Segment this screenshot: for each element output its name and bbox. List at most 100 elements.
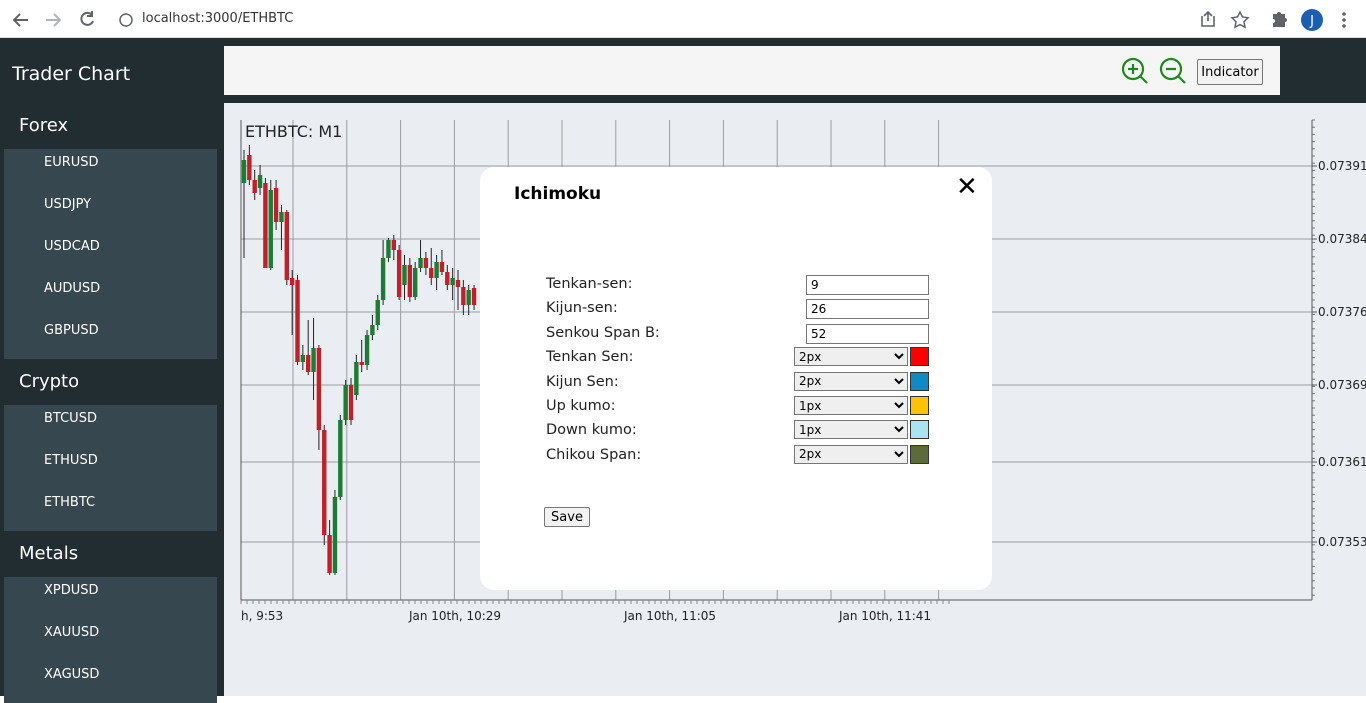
candle-body (445, 272, 450, 285)
reload-button[interactable] (80, 11, 94, 26)
field-label: Kijun Sen: (546, 373, 619, 390)
candle-body (268, 190, 273, 268)
symbol-link[interactable]: AUDUSD (44, 281, 101, 296)
candle-body (263, 183, 268, 268)
candle-body (370, 325, 375, 335)
y-tick-label: 0.07353 (1318, 535, 1366, 549)
candle-body (391, 240, 396, 250)
dialog-title: Ichimoku (514, 184, 602, 204)
avatar[interactable] (1301, 9, 1323, 31)
candle-body (375, 300, 380, 325)
group-panel: XPDUSD XAUUSD XAGUSD (4, 577, 217, 703)
symbol-link[interactable]: BTCUSD (44, 411, 97, 426)
candle-body (423, 258, 429, 268)
candle-body (289, 278, 295, 285)
save-button[interactable]: Save (544, 507, 590, 527)
zoom-in[interactable] (1121, 57, 1148, 84)
group-header: Forex (19, 115, 69, 136)
zoom-controls (1121, 57, 1186, 84)
site-info[interactable] (119, 13, 133, 27)
color-swatch[interactable] (910, 347, 929, 367)
candle-body (252, 180, 257, 193)
candle-body (434, 262, 439, 278)
color-swatch[interactable] (910, 371, 929, 391)
candle-body (439, 262, 445, 272)
symbol-link[interactable]: XAGUSD (44, 667, 100, 682)
candle-body (343, 385, 348, 420)
avatar-letter: J (1309, 14, 1314, 29)
width-select[interactable]: 2px (794, 371, 908, 391)
candle-body (396, 250, 402, 297)
symbol-link[interactable]: XPDUSD (44, 583, 99, 598)
color-swatch[interactable] (910, 396, 929, 415)
candle-body (413, 268, 418, 297)
candle-body (279, 212, 284, 222)
field-label: Tenkan Sen: (546, 349, 634, 366)
forward-button[interactable] (46, 13, 62, 27)
symbol-link[interactable]: EURUSD (44, 155, 99, 170)
symbol-link[interactable]: ETHBTC (44, 495, 96, 510)
address-bar[interactable]: localhost:3000/ETHBTC (142, 11, 294, 26)
candle-body (429, 268, 434, 278)
width-select[interactable]: 2px (794, 444, 908, 464)
group-header: Metals (19, 543, 79, 564)
width-select[interactable]: 2px (794, 347, 908, 367)
candle-body (306, 355, 311, 372)
candle-body (338, 420, 343, 497)
symbol-link[interactable]: USDCAD (44, 239, 100, 254)
candle-body (354, 362, 359, 395)
width-select[interactable]: 1px (794, 396, 908, 415)
candle-body (295, 280, 300, 362)
color-swatch[interactable] (910, 420, 929, 440)
candle-body (407, 265, 413, 297)
symbol-link[interactable]: GBPUSD (44, 323, 99, 338)
candle-body (311, 348, 316, 372)
candle-body (461, 287, 466, 305)
browser-icons: J (12, 9, 1346, 31)
bookmark-icon[interactable] (1230, 10, 1250, 29)
candle-body (322, 430, 327, 535)
field-label: Chikou Span: (546, 446, 642, 463)
symbol-link[interactable]: ETHUSD (44, 453, 98, 468)
period-input[interactable] (806, 299, 929, 320)
chart-title: ETHBTC: M1 (245, 122, 342, 141)
candle-body (247, 155, 252, 180)
period-input[interactable] (806, 323, 929, 344)
candle-body (386, 240, 391, 258)
field-label: Up kumo: (546, 398, 616, 414)
x-tick-label: h, 9:53 (241, 609, 283, 623)
symbol-link[interactable]: USDJPY (44, 197, 92, 212)
extensions-icon[interactable] (1273, 12, 1287, 27)
candle-body (300, 355, 306, 362)
color-swatch[interactable] (910, 444, 929, 464)
share-icon[interactable] (1201, 10, 1215, 27)
indicator-button[interactable]: Indicator (1197, 59, 1263, 85)
candle-body (241, 160, 247, 183)
y-tick-label: 0.07369 (1318, 378, 1366, 392)
close-button[interactable]: ✕ (956, 172, 978, 202)
zoom-out[interactable] (1159, 57, 1186, 84)
candle-body (418, 258, 423, 268)
field-label: Tenkan-sen: (546, 276, 633, 292)
back-button[interactable] (12, 13, 28, 27)
x-tick-label: Jan 10th, 10:29 (408, 609, 501, 623)
period-input[interactable] (806, 275, 929, 295)
x-tick-label: Jan 10th, 11:05 (623, 609, 716, 623)
candle-body (455, 280, 461, 287)
y-tick-label: 0.07376 (1318, 305, 1366, 319)
chart-toolbar (224, 46, 1280, 95)
candle-body (316, 348, 322, 430)
app-title: Trader Chart (12, 63, 131, 85)
menu-icon[interactable] (1342, 12, 1346, 28)
candle-body (327, 535, 332, 573)
indicator-dialog: Ichimoku ✕ Save Tenkan-sen: Kijun-sen: Sen… (480, 167, 992, 590)
candle-body (257, 175, 263, 188)
field-label: Down kumo: (546, 422, 637, 439)
width-select[interactable]: 1px (794, 420, 908, 440)
candle-body (348, 385, 354, 420)
symbol-link[interactable]: XAUUSD (44, 625, 100, 640)
candle-body (450, 278, 455, 285)
sidebar: Trader Chart Forex EURUSD USDJPY USDCAD AUDU… (0, 38, 224, 703)
